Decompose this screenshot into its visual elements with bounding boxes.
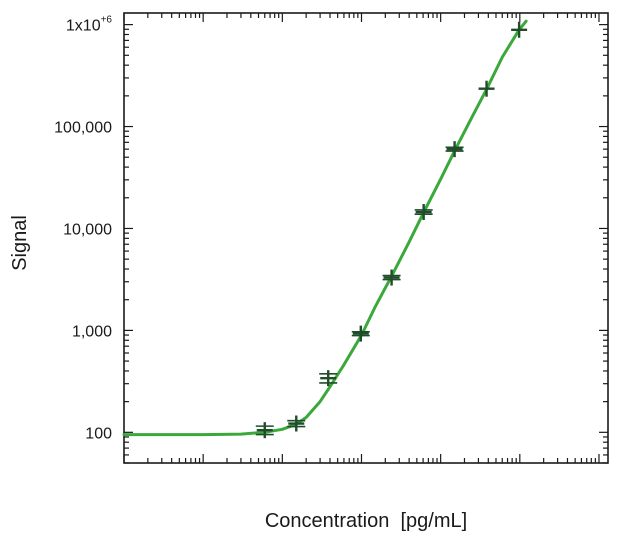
y-tick-label: 10,000 xyxy=(63,221,112,238)
y-tick-label: 100,000 xyxy=(54,120,112,137)
data-point xyxy=(351,325,370,342)
y-axis-title: Signal xyxy=(9,215,31,271)
data-point xyxy=(382,269,401,286)
data-point xyxy=(511,21,528,38)
fit-curve xyxy=(122,19,528,437)
data-point xyxy=(255,422,274,439)
y-tick-label: 100 xyxy=(85,425,112,442)
x-axis xyxy=(123,13,600,463)
x-axis-title: Concentration [pg/mL] xyxy=(265,510,467,532)
data-point xyxy=(287,415,306,432)
y-tick-label: 1,000 xyxy=(72,323,112,340)
data-point xyxy=(414,204,433,221)
plot-frame xyxy=(123,12,609,464)
data-point xyxy=(478,80,495,97)
series-layer xyxy=(122,19,528,439)
data-point xyxy=(319,370,338,387)
y-tick-label-base: 1x10 xyxy=(66,18,101,35)
y-axis: 100 1,000 10,000 100,000 1x10+6 xyxy=(54,15,608,464)
plot-border xyxy=(123,12,609,464)
data-point xyxy=(445,141,464,158)
y-tick-label: 1x10+6 xyxy=(66,15,113,35)
y-tick-label-exponent: +6 xyxy=(101,15,113,26)
